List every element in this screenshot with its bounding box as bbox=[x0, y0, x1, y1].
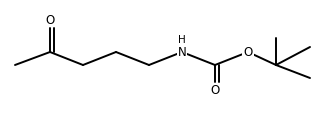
Text: N: N bbox=[178, 46, 186, 59]
Text: H: H bbox=[178, 35, 186, 45]
Text: O: O bbox=[244, 46, 252, 59]
Text: O: O bbox=[45, 13, 55, 27]
Text: O: O bbox=[210, 84, 220, 97]
